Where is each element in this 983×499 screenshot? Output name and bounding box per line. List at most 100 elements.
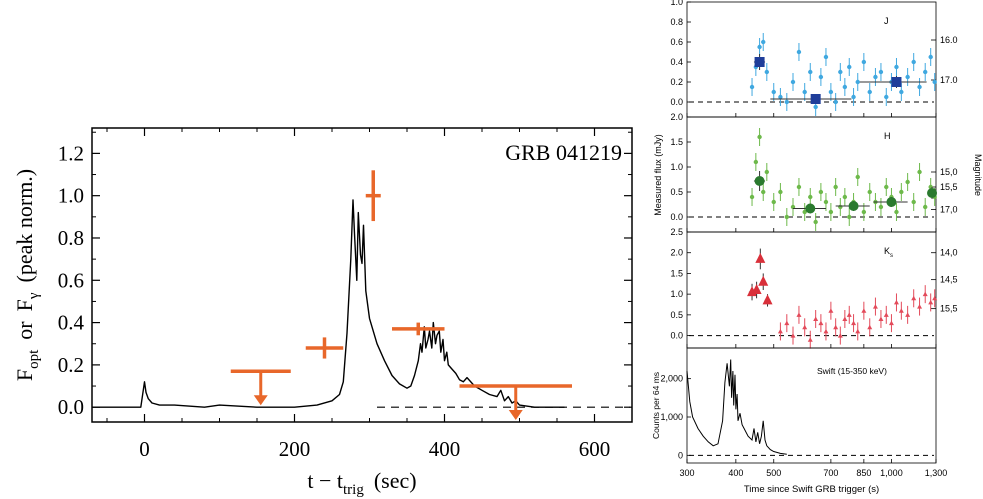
grb-annotation: GRB 041219 — [505, 140, 622, 165]
y-tick-label: 0.0 — [670, 212, 683, 222]
data-point — [911, 295, 917, 301]
mean-marker — [891, 77, 902, 87]
y-tick-label: 0.6 — [670, 37, 683, 47]
data-point — [749, 84, 755, 90]
data-point — [855, 328, 861, 334]
data-point — [884, 94, 889, 100]
y-tick-label: 0.4 — [670, 57, 683, 67]
data-point — [757, 44, 762, 50]
data-point — [813, 316, 819, 321]
mag-tick-label: 14,0 — [940, 248, 958, 258]
data-point — [928, 54, 933, 60]
data-point — [808, 194, 813, 200]
mean-marker — [886, 197, 897, 207]
y-tick-label: 0.0 — [670, 97, 683, 107]
mean-marker — [754, 176, 765, 186]
left-y-ticks: 0.0 0.2 0.4 0.6 0.8 1.0 1.2 — [58, 131, 632, 419]
xlabel-sub: trig — [343, 482, 364, 498]
mean-marker — [927, 188, 938, 198]
y-tick-label: 2.0 — [670, 248, 683, 258]
x-tick-label: 400 — [429, 437, 461, 461]
data-point — [749, 194, 755, 200]
data-point — [807, 337, 813, 342]
y-tick-label: 1,000 — [660, 412, 683, 422]
mag-tick-label: 17,0 — [940, 205, 958, 215]
y-tick-label: 0.2 — [58, 353, 84, 377]
band-label: J — [884, 16, 889, 26]
data-point — [917, 304, 923, 309]
right-y-axis-label-right: Magnitude — [973, 154, 983, 196]
y-tick-label: 2.5 — [670, 227, 683, 237]
data-point — [872, 304, 878, 309]
y-tick-label: 2.0 — [670, 112, 683, 122]
data-point — [796, 184, 802, 190]
ylabel-f1: F — [12, 369, 37, 381]
data-point — [771, 89, 776, 95]
data-point — [899, 189, 904, 195]
data-point — [893, 299, 899, 305]
y-tick-label: 0.0 — [58, 395, 84, 419]
band-label-sub: s — [890, 253, 893, 259]
x-tick-label: 0 — [139, 437, 150, 461]
data-point — [923, 69, 928, 75]
data-point — [838, 204, 843, 210]
right-x-axis-label: Time since Swift GRB trigger (s) — [744, 484, 879, 495]
x-tick-label: 600 — [579, 437, 611, 461]
data-point — [823, 54, 829, 60]
ylabel-s1: opt — [26, 349, 42, 369]
y-tick-label: 2,000 — [660, 374, 683, 384]
data-point — [808, 69, 813, 75]
mean-marker — [848, 201, 859, 211]
x-tick-label: 850 — [856, 468, 871, 478]
data-point — [813, 104, 818, 110]
data-point — [833, 324, 839, 330]
data-point — [823, 199, 829, 205]
right-panels: 0.0 0.2 0.4 0.6 0.8 1.0 16.0 17.0 J 0.0 0.5 1.0 1.5 2… — [651, 0, 958, 478]
data-point — [802, 324, 808, 330]
x-tick-label: 1,300 — [925, 468, 948, 478]
panel-2: 0.0 0.5 1.0 1.5 2.0 15,0 15,5 17,0 H — [670, 112, 958, 233]
ylabel-s2: γ — [26, 292, 42, 300]
data-point — [873, 74, 878, 80]
data-point — [888, 320, 894, 326]
y-tick-label: 0.2 — [670, 77, 683, 87]
x-tick-label: 300 — [679, 468, 694, 478]
data-point — [778, 189, 783, 195]
data-point — [764, 69, 770, 75]
mag-tick-label: 14,5 — [940, 275, 958, 285]
data-point — [922, 291, 928, 297]
mag-tick-label: 15,5 — [940, 304, 958, 314]
data-point — [802, 209, 807, 215]
data-point — [851, 320, 857, 326]
data-point — [847, 64, 852, 70]
data-point — [894, 64, 899, 70]
left-chart: 0.0 0.2 0.4 0.6 0.8 1.0 1.2 0 200 400 600 GRB 041… — [12, 127, 633, 498]
data-point — [917, 169, 922, 175]
xlabel-main: t − t — [307, 468, 343, 493]
data-point — [884, 184, 889, 190]
data-point — [867, 324, 873, 330]
data-point — [905, 179, 910, 185]
data-point — [818, 320, 824, 326]
data-point — [842, 84, 848, 90]
mean-marker — [762, 294, 773, 305]
data-point — [771, 199, 776, 205]
data-point — [823, 328, 829, 334]
data-point — [828, 308, 834, 313]
ylabel-f2: F — [12, 299, 37, 311]
data-point — [796, 49, 802, 55]
data-point — [778, 94, 783, 100]
panel-frame — [686, 347, 937, 464]
data-point — [861, 209, 867, 215]
data-point — [861, 308, 867, 313]
upper-limit-arrow — [253, 395, 268, 406]
data-point — [911, 199, 916, 205]
data-point — [899, 89, 904, 95]
data-point — [784, 99, 790, 105]
data-point — [846, 312, 852, 317]
x-tick-label: 500 — [766, 468, 781, 478]
data-point — [923, 204, 928, 210]
mean-marker — [755, 252, 766, 263]
panel-1: 0.0 0.2 0.4 0.6 0.8 1.0 16.0 17.0 J — [670, 0, 958, 118]
